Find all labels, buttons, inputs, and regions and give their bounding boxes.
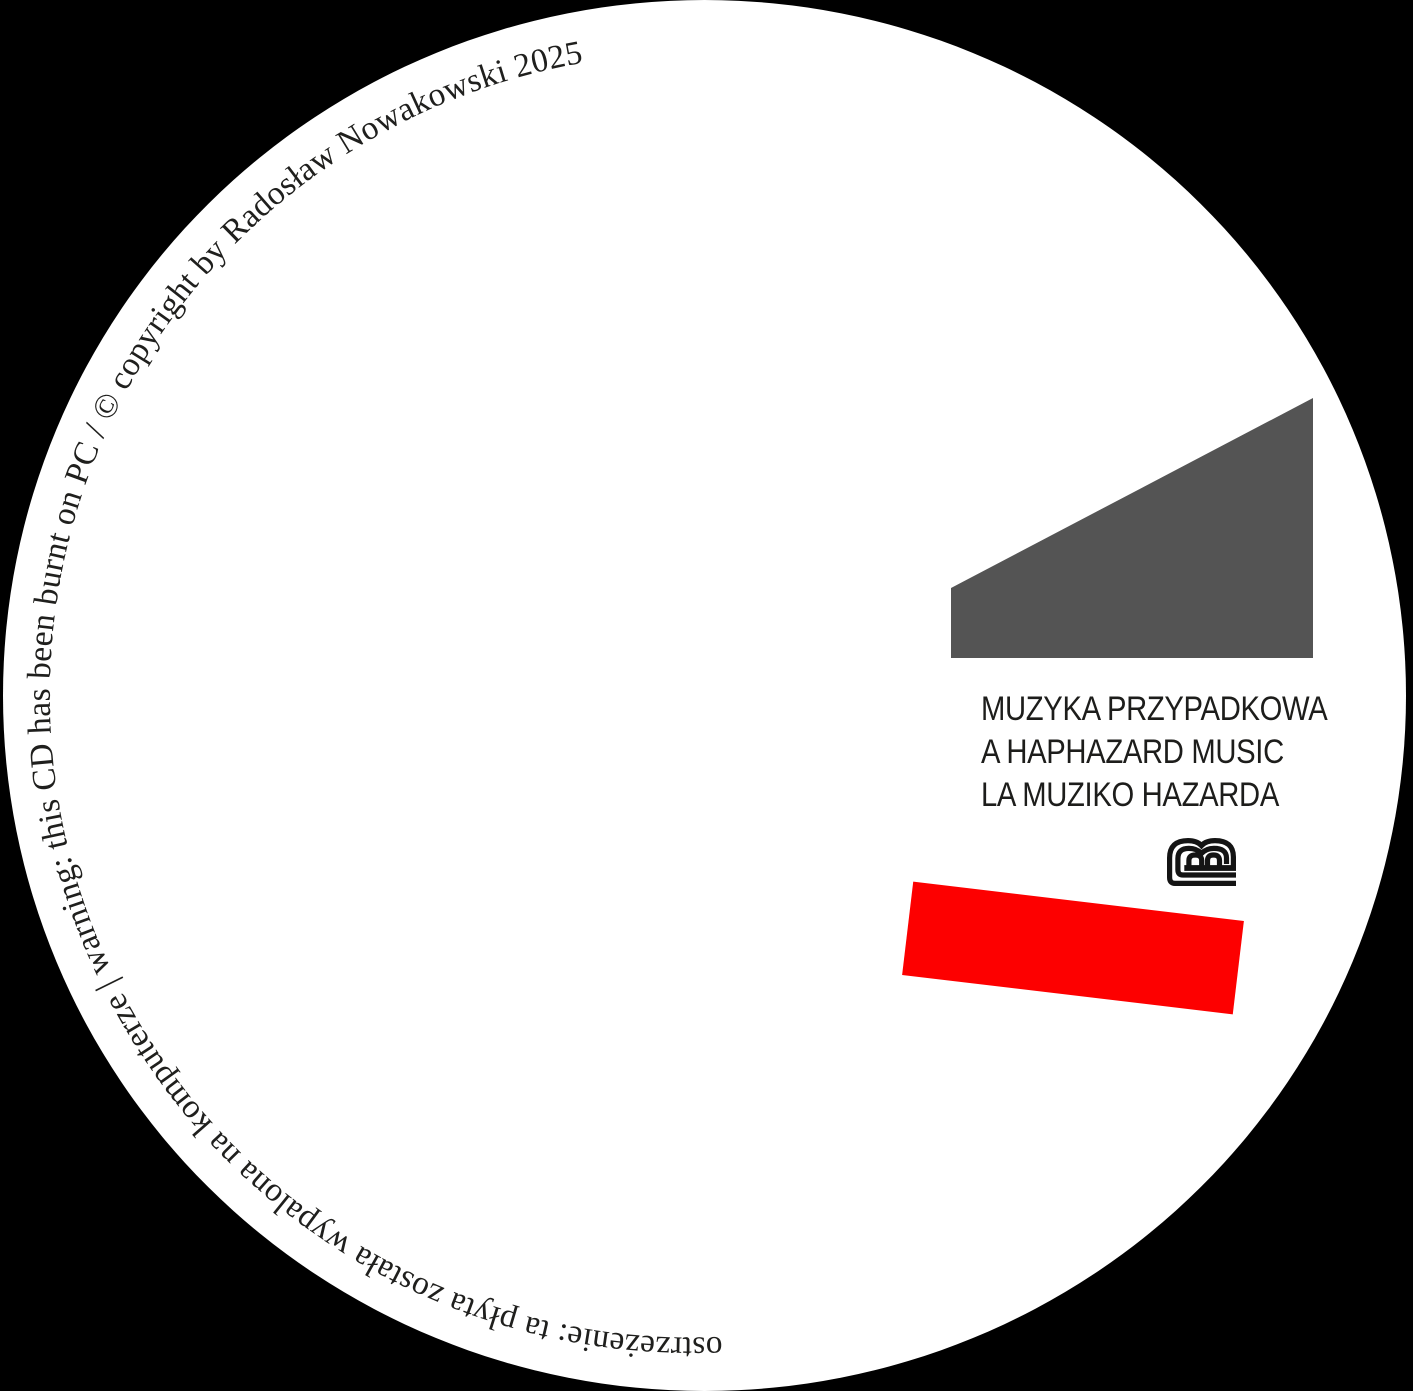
logo-outer-contour <box>1167 837 1236 886</box>
logo-middle-contour <box>1175 845 1236 878</box>
album-title-block: MUZYKA PRZYPADKOWA A HAPHAZARD MUSIC LA … <box>981 688 1328 817</box>
red-bar-shape <box>902 881 1244 1015</box>
logo-right-arch <box>1204 852 1223 868</box>
title-line-esperanto: LA MUZIKO HAZARDA <box>981 776 1279 814</box>
gray-wedge-shape <box>951 398 1313 658</box>
title-line-english: A HAPHAZARD MUSIC <box>981 733 1284 771</box>
logo-left-arch <box>1186 852 1205 868</box>
publisher-logo-icon <box>1167 837 1236 886</box>
cd-disc <box>3 0 1406 1391</box>
title-line-polish: MUZYKA PRZYPADKOWA <box>981 690 1328 728</box>
logo-spine-bar <box>1184 865 1236 871</box>
